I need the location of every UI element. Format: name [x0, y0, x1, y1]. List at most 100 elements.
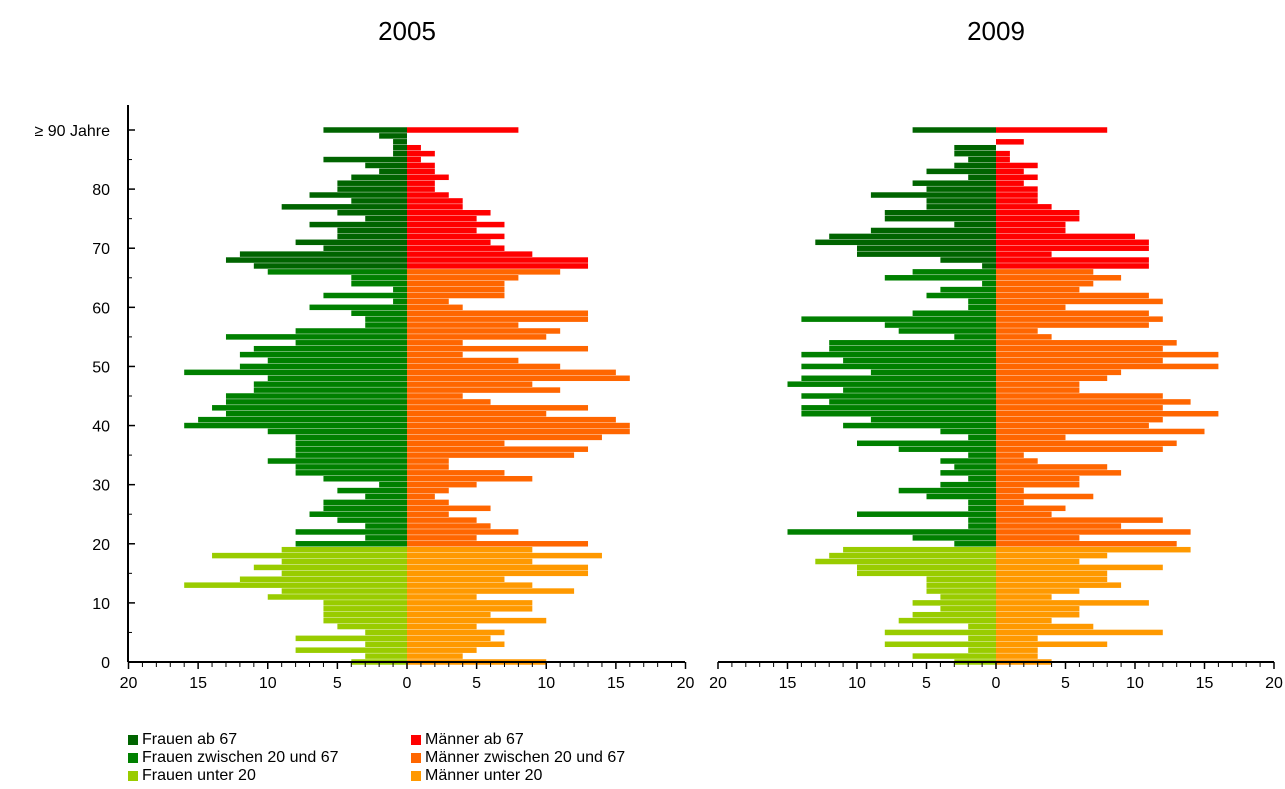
bar-women-age-6	[968, 623, 996, 630]
y-tick-label: 10	[92, 596, 110, 613]
bar-women-age-63	[393, 286, 407, 293]
bar-men-age-43	[996, 405, 1163, 411]
bar-women-age-60	[309, 304, 407, 311]
bar-women-age-32	[940, 470, 996, 476]
bar-women-age-42	[225, 410, 407, 417]
bar-women-age-4	[295, 635, 407, 642]
bar-men-age-18	[407, 552, 602, 559]
bar-men-age-12	[996, 588, 1080, 594]
bar-women-age-70	[857, 245, 996, 251]
bar-women-age-78	[351, 198, 407, 204]
bar-men-age-58	[407, 316, 589, 322]
bar-women-age-74	[309, 221, 407, 228]
bar-women-age-61	[393, 298, 407, 305]
bar-men-age-20	[407, 541, 589, 547]
bar-women-age-45	[801, 393, 996, 399]
bar-women-age-74	[954, 221, 996, 228]
bar-men-age-48	[996, 375, 1108, 382]
bar-women-age-36	[898, 446, 996, 452]
bar-women-age-44	[829, 399, 996, 405]
bar-women-age-73	[337, 227, 407, 234]
bar-women-age-69	[239, 251, 407, 257]
bar-men-age-69	[407, 251, 533, 257]
bar-women-age-49	[184, 369, 407, 376]
bar-men-age-24	[996, 517, 1163, 523]
bar-men-age-53	[407, 345, 589, 352]
bar-men-age-74	[996, 221, 1066, 228]
bar-men-age-56	[996, 328, 1038, 334]
bar-women-age-5	[365, 629, 407, 636]
bar-men-age-5	[407, 629, 505, 636]
bar-women-age-59	[351, 310, 407, 316]
bar-women-age-68	[225, 257, 407, 263]
bar-women-age-67	[982, 263, 996, 269]
bar-women-age-27	[323, 499, 407, 506]
bar-men-age-22	[996, 529, 1191, 535]
bar-men-age-50	[407, 363, 561, 370]
bar-men-age-63	[996, 286, 1080, 293]
bar-men-age-64	[996, 280, 1094, 287]
bar-women-age-13	[926, 582, 996, 588]
bar-women-age-86	[954, 150, 996, 157]
bar-men-age-21	[996, 535, 1080, 541]
bar-women-age-50	[239, 363, 407, 370]
legend-swatch	[411, 753, 421, 763]
x-tick-label: 15	[1196, 675, 1214, 692]
x-tick-label: 10	[537, 675, 555, 692]
x-tick-label: 5	[333, 675, 342, 692]
bar-men-age-79	[407, 192, 449, 198]
bar-women-age-57	[884, 322, 996, 328]
bar-men-age-90	[407, 127, 519, 133]
y-tick-label: 0	[101, 655, 110, 672]
legend-swatch	[411, 735, 421, 745]
bar-men-age-59	[996, 310, 1149, 316]
bar-men-age-35	[996, 452, 1024, 458]
bar-women-age-17	[281, 558, 407, 565]
x-tick-label: 15	[189, 675, 207, 692]
bar-men-age-26	[407, 505, 491, 512]
bar-women-age-41	[198, 416, 407, 423]
bar-women-age-39	[940, 428, 996, 435]
bar-men-age-54	[407, 340, 463, 346]
x-tick-label: 20	[1265, 675, 1283, 692]
bar-women-age-10	[323, 600, 407, 606]
bar-men-age-82	[407, 174, 449, 181]
bar-women-age-27	[968, 499, 996, 506]
bar-men-age-34	[996, 458, 1038, 464]
bar-men-age-52	[407, 351, 463, 358]
y-tick-label: 60	[92, 300, 110, 317]
legend-label: Männer unter 20	[425, 767, 543, 784]
bar-women-age-32	[295, 470, 407, 476]
bar-women-age-4	[968, 635, 996, 642]
bar-men-age-21	[407, 535, 477, 541]
bar-men-age-88	[996, 139, 1024, 145]
bar-women-age-47	[787, 381, 996, 387]
bar-women-age-16	[253, 564, 407, 571]
bar-women-age-57	[365, 322, 407, 328]
bar-men-age-27	[407, 499, 449, 506]
bar-women-age-62	[926, 292, 996, 299]
bar-women-age-24	[968, 517, 996, 523]
bar-women-age-21	[912, 535, 996, 541]
bar-men-age-82	[996, 174, 1038, 181]
bar-men-age-16	[996, 564, 1163, 571]
bar-women-age-56	[898, 328, 996, 334]
bar-men-age-83	[996, 168, 1024, 175]
bar-women-age-66	[912, 269, 996, 275]
bar-men-age-73	[407, 227, 477, 234]
bar-men-age-50	[996, 363, 1219, 370]
bar-men-age-29	[407, 487, 449, 494]
bar-women-age-34	[940, 458, 996, 464]
bar-men-age-69	[996, 251, 1052, 257]
bar-women-age-82	[351, 174, 407, 181]
bar-men-age-63	[407, 286, 505, 293]
bar-men-age-70	[407, 245, 505, 251]
bar-women-age-68	[940, 257, 996, 263]
bar-men-age-14	[407, 576, 505, 582]
bar-women-age-47	[253, 381, 407, 387]
x-tick-label: 5	[1061, 675, 1070, 692]
bar-women-age-43	[212, 405, 407, 411]
bar-men-age-36	[407, 446, 589, 452]
bar-men-age-86	[407, 150, 435, 157]
